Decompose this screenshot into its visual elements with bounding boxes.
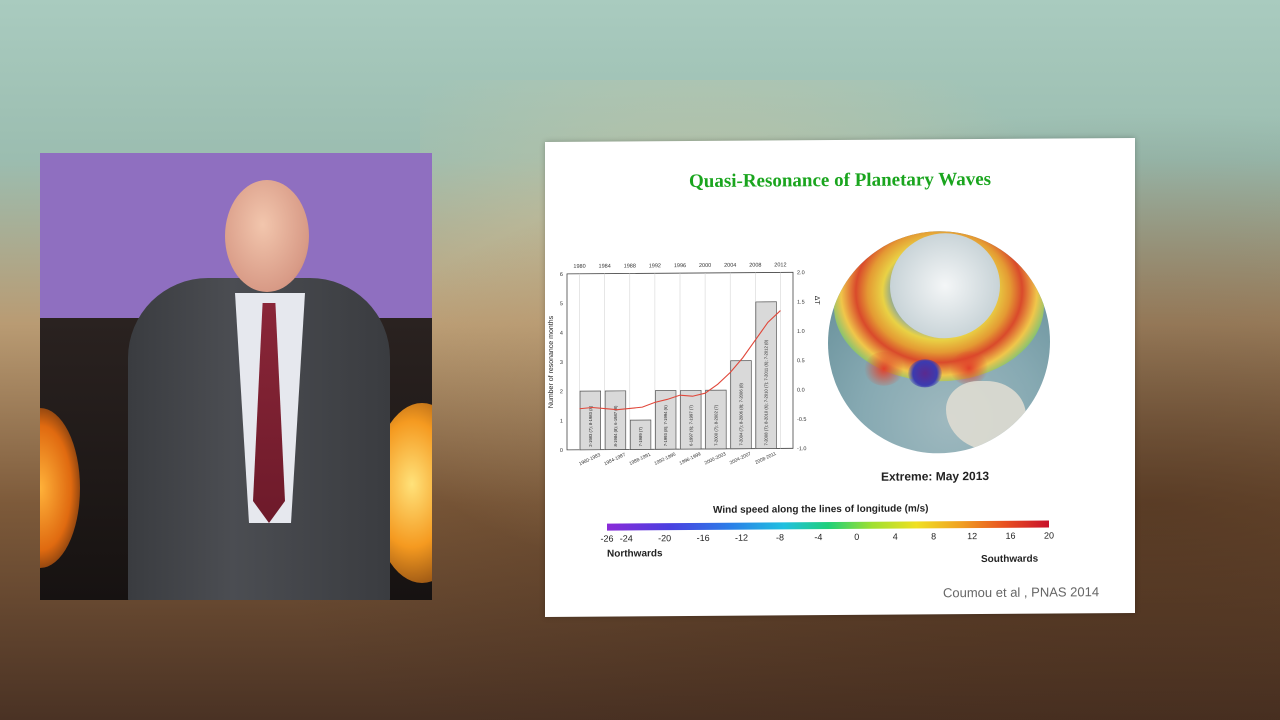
colorbar-tick-label: 20 [1043, 530, 1055, 541]
chart-temperature-line [579, 310, 781, 411]
chart-top-tick-label: 2008 [749, 263, 761, 269]
chart-y2-tick-label: -1.0 [797, 446, 806, 452]
chart-x-tick-label: 1992-1995 [653, 451, 677, 466]
colorbar-tick-label: -16 [696, 532, 710, 544]
chart-x-tick-label: 1988-1991 [628, 452, 652, 467]
globe-africa-land [946, 380, 1026, 452]
chart-bar [705, 389, 727, 450]
chart-bar-label: 8-1984 (8); 6-1987 (8) [613, 405, 618, 447]
chart-bar-label: 7-1993 (8); 7-1994 (6) [663, 405, 668, 447]
chart-bar-label: 7-2008 (7); 8-2010 (6); 7-2010 (7); 7-20… [764, 339, 769, 445]
chart-top-tick-label: 2000 [699, 263, 711, 269]
colorbar-tick-label: -12 [735, 532, 749, 543]
chart-bar [755, 301, 777, 449]
chart-top-tick-label: 2004 [724, 263, 736, 269]
chart-top-tick-label: 1984 [599, 264, 611, 270]
globe-northward-anomaly [908, 359, 942, 388]
colorbar-tick-label: 12 [967, 531, 978, 542]
colorbar-right-label: Southwards [981, 553, 1039, 566]
chart-y2-axis-label: ΔT [813, 296, 820, 306]
chart-bar-label: 2-1983 (7); 8-1983 (8) [588, 405, 593, 447]
chart-y-tick-label: 3 [560, 360, 563, 366]
globe-map [828, 230, 1050, 455]
chart-bar [579, 390, 601, 451]
colorbar-tick-label: -24 [619, 533, 633, 544]
chart-top-tick-label: 1988 [624, 263, 636, 269]
colorbar-left-label: Northwards [607, 548, 663, 560]
chart-bar [604, 390, 627, 450]
colorbar-tick-label: -8 [775, 532, 784, 543]
chart-y-tick-label: 0 [560, 448, 563, 454]
chart-x-tick-label: 1984-1987 [603, 452, 627, 467]
chart-y-tick-label: 1 [560, 419, 563, 425]
colorbar-tick-label: 16 [1005, 530, 1016, 541]
chart-y-tick-label: 5 [560, 301, 563, 307]
colorbar-title: Wind speed along the lines of longitude … [713, 503, 929, 516]
chart-bar-label: 7-2000 (7); 8-2002 (7) [713, 404, 718, 446]
chart-bar [655, 390, 677, 450]
chart-y2-tick-label: 0.0 [797, 388, 805, 394]
chart-y2-tick-label: 0.5 [797, 358, 805, 364]
chart-y-axis-label: Number of resonance months [548, 315, 555, 408]
chart-x-tick-label: 2000-2003 [704, 451, 728, 466]
chart-top-tick-label: 1992 [649, 263, 661, 269]
chart-bar [629, 419, 652, 450]
chart-x-tick-label: 1980-1983 [578, 452, 602, 467]
presentation-slide: Quasi-Resonance of Planetary Waves 1980 1… [545, 137, 1135, 618]
citation: Coumou et al , PNAS 2014 [943, 584, 1100, 601]
speaker-video [40, 153, 432, 600]
chart-bar [680, 389, 702, 450]
chart-bar-label: 7-1989 (7) [638, 426, 643, 446]
globe-arctic-cap [890, 232, 1000, 339]
chart-top-tick-label: 1996 [674, 263, 686, 269]
chart-y2-tick-label: 2.0 [797, 270, 805, 276]
colorbar-tick-label: -4 [814, 532, 823, 543]
chart-y-tick-label: 2 [560, 389, 563, 395]
chart-top-tick-label: 1980 [573, 264, 585, 270]
chart-top-tick-label: 2012 [774, 262, 786, 268]
chart-bar-label: 6-1997 (6); 7-1997 (7) [688, 404, 693, 446]
colorbar-tick-label: 8 [931, 531, 937, 542]
chart-x-tick-label: 2004-2007 [729, 451, 753, 466]
chart-bar-label: 7-2004 (7); 8-2006 (8); 7-2006 (8) [739, 382, 744, 445]
colorbar-tick-label: 4 [892, 531, 898, 542]
chart-y-tick-label: 4 [560, 331, 563, 337]
colorbar [607, 520, 1049, 531]
colorbar-tick-label: -20 [658, 533, 672, 544]
chart-x-tick-label: 2008-2011 [754, 451, 777, 466]
slide-title: Quasi-Resonance of Planetary Waves [688, 168, 992, 193]
colorbar-ticks: -26 -24 -20 -16 -12 -8 -4 0 4 8 12 16 20 [595, 530, 1065, 547]
colorbar-tick-label: -26 [600, 533, 614, 544]
speaker-head [225, 180, 309, 292]
globe-caption: Extreme: May 2013 [881, 468, 990, 484]
chart-x-tick-label: 1996-1999 [679, 451, 703, 466]
globe-hotspot-west [864, 351, 904, 386]
chart-y2-tick-label: 1.5 [797, 300, 805, 306]
colorbar-tick-label: 0 [854, 531, 860, 542]
resonance-chart: 1980 1984 1988 1992 1996 2000 2004 2008 20120123… [548, 262, 820, 467]
chart-y-tick-label: 6 [560, 272, 563, 278]
chart-y2-tick-label: 1.0 [797, 329, 805, 335]
chart-bar [730, 360, 752, 450]
chart-y2-tick-label: -0.5 [797, 417, 806, 423]
